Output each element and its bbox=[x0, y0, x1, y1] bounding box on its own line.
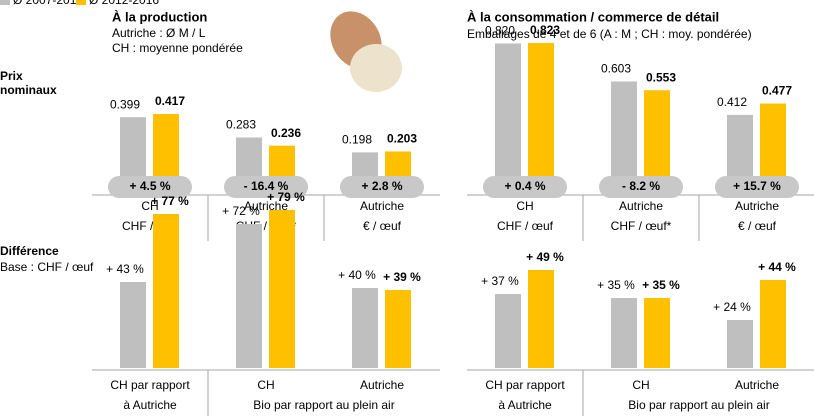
value-label: + 35 % bbox=[642, 278, 680, 292]
row-label: Différence bbox=[0, 244, 59, 258]
value-label: 0.203 bbox=[387, 132, 417, 146]
change-pill bbox=[108, 176, 192, 198]
category-label: Autriche bbox=[244, 199, 288, 213]
value-label: 0.820 bbox=[485, 24, 515, 38]
legend-label: Ø 2012-2016 bbox=[89, 0, 159, 7]
change-label: - 8.2 % bbox=[622, 179, 660, 193]
bar bbox=[611, 81, 637, 187]
bar bbox=[727, 320, 753, 368]
category-label: CH bbox=[632, 378, 649, 392]
row-label: nominaux bbox=[0, 83, 57, 97]
category-label: Autriche bbox=[735, 199, 779, 213]
category-label: CH bbox=[257, 378, 274, 392]
bar bbox=[727, 114, 753, 187]
value-label: 0.823 bbox=[530, 23, 560, 37]
bar bbox=[495, 294, 521, 368]
value-label: 0.553 bbox=[646, 70, 676, 84]
category-label: à Autriche bbox=[498, 398, 552, 412]
category-label: à Autriche bbox=[123, 398, 177, 412]
category-label: CHF / œuf* bbox=[611, 219, 672, 233]
legend-label: Ø 2007-2011 bbox=[13, 0, 82, 7]
bar bbox=[120, 282, 146, 368]
category-label: Autriche bbox=[360, 378, 404, 392]
value-label: + 35 % bbox=[597, 278, 635, 292]
value-label: + 44 % bbox=[758, 260, 796, 274]
bar bbox=[153, 214, 179, 368]
value-label: 0.283 bbox=[226, 118, 256, 132]
bar bbox=[528, 42, 554, 187]
category-label: CH bbox=[141, 199, 158, 213]
subtitle: Emballages de 4 et de 6 (A : M ; CH : mo… bbox=[467, 27, 752, 41]
category-label: CH bbox=[516, 199, 533, 213]
change-pill bbox=[715, 176, 799, 198]
bar bbox=[611, 298, 637, 368]
group-label: Bio par rapport au plein air bbox=[628, 398, 769, 412]
change-label: + 15.7 % bbox=[733, 179, 781, 193]
legend-swatch bbox=[76, 0, 86, 5]
egg-illustration bbox=[330, 11, 402, 92]
value-label: 0.399 bbox=[110, 97, 140, 111]
category-label: Autriche bbox=[735, 378, 779, 392]
change-label: + 4.5 % bbox=[129, 179, 170, 193]
bar bbox=[644, 298, 670, 368]
change-pill bbox=[599, 176, 683, 198]
change-pill bbox=[224, 176, 308, 198]
category-label: CHF / œuf bbox=[497, 219, 554, 233]
value-label: + 40 % bbox=[338, 268, 376, 282]
change-label: + 2.8 % bbox=[361, 179, 402, 193]
bar bbox=[269, 210, 295, 368]
bar bbox=[385, 290, 411, 368]
value-label: 0.603 bbox=[601, 62, 631, 76]
value-label: 0.417 bbox=[155, 94, 185, 108]
bar bbox=[644, 90, 670, 187]
value-label: + 79 % bbox=[267, 190, 305, 204]
change-pill bbox=[483, 176, 567, 198]
value-label: + 72 % bbox=[222, 204, 260, 218]
chart-title: À la consommation / commerce de détail bbox=[467, 9, 719, 24]
row-label: Prix bbox=[0, 69, 23, 83]
category-label: CH par rapport bbox=[485, 378, 565, 392]
value-label: + 77 % bbox=[151, 194, 189, 208]
bar bbox=[760, 103, 786, 187]
bar bbox=[495, 43, 521, 187]
row-label: Base : CHF / œuf bbox=[0, 260, 94, 274]
change-label: - 16.4 % bbox=[244, 179, 289, 193]
change-pill bbox=[340, 176, 424, 198]
value-label: + 24 % bbox=[713, 300, 751, 314]
bar bbox=[153, 114, 179, 187]
value-label: + 49 % bbox=[526, 250, 564, 264]
value-label: 0.236 bbox=[271, 126, 301, 140]
chart-title: À la production bbox=[112, 9, 207, 24]
value-label: 0.477 bbox=[762, 84, 792, 98]
value-label: 0.412 bbox=[717, 95, 747, 109]
bar bbox=[760, 280, 786, 368]
value-label: + 43 % bbox=[106, 262, 144, 276]
category-label: € / œuf bbox=[738, 219, 777, 233]
change-label: + 0.4 % bbox=[504, 179, 545, 193]
bar bbox=[352, 288, 378, 368]
value-label: + 37 % bbox=[481, 274, 519, 288]
subtitle: CH : moyenne pondérée bbox=[112, 41, 243, 55]
category-label: Autriche bbox=[360, 199, 404, 213]
bar bbox=[528, 270, 554, 368]
category-label: € / œuf bbox=[363, 219, 402, 233]
category-label: CH par rapport bbox=[110, 378, 190, 392]
subtitle: Autriche : Ø M / L bbox=[112, 26, 206, 40]
bar bbox=[120, 117, 146, 187]
bar bbox=[236, 224, 262, 368]
value-label: 0.198 bbox=[342, 133, 372, 147]
group-label: Bio par rapport au plein air bbox=[253, 398, 394, 412]
value-label: + 39 % bbox=[383, 270, 421, 284]
legend-swatch bbox=[0, 0, 10, 5]
category-label: Autriche bbox=[619, 199, 663, 213]
